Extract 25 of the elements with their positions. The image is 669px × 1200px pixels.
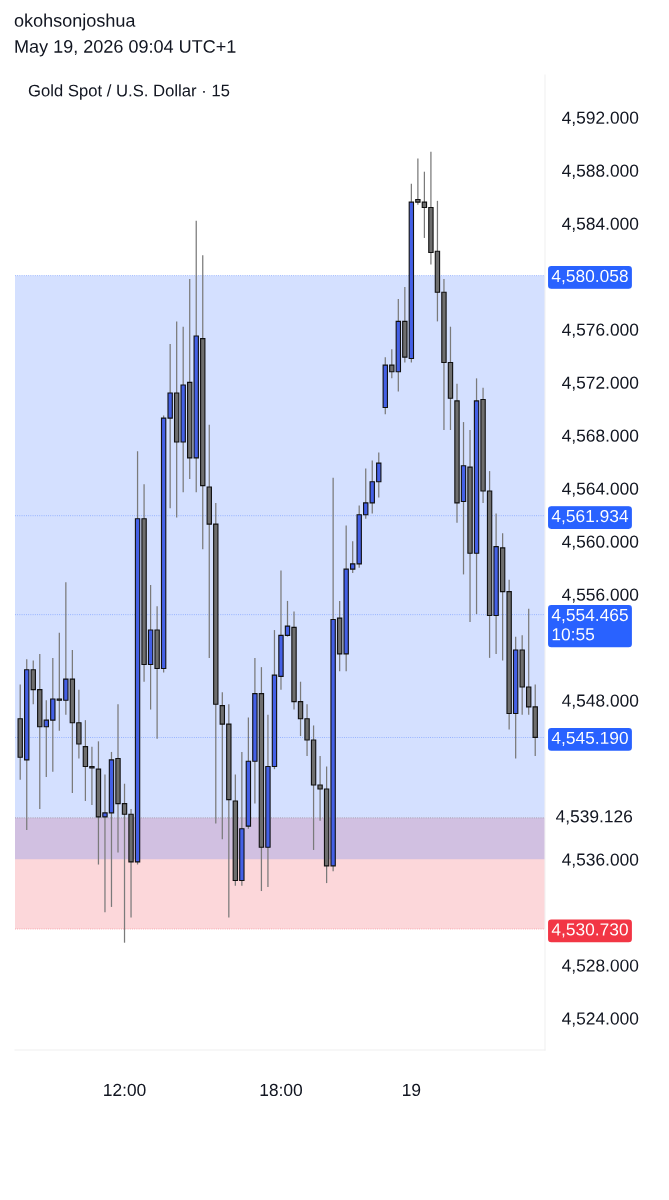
ref-line-label: 4,580.058 [551,269,628,285]
x-tick-label: 12:00 [104,1083,146,1097]
y-tick-label: 4,556.000 [562,588,639,603]
y-tick-label: 4,536.000 [562,853,639,868]
y-tick-label: 4,592.000 [562,111,639,126]
y-tick-label: 4,572.000 [562,376,639,391]
y-tick-label: 4,584.000 [562,217,639,232]
ref-line-label: 4,561.934 [551,509,629,525]
text: okohsonjoshua [14,13,136,31]
y-tick-label: 4,528.000 [562,959,639,974]
y-tick-label: 4,524.000 [562,1012,639,1027]
x-tick-label: 18:00 [260,1083,303,1097]
ref-line-label: 4,539.126 [556,810,633,825]
text: May 19, 2026 09:04 UTC+1 [15,40,236,57]
ref-line-label: 4,545.190 [551,731,628,747]
ref-line-label: 4,554.465 10:55 [551,608,628,641]
y-tick-label: 4,588.000 [562,164,639,179]
y-tick-label: 4,560.000 [562,535,639,550]
text: Gold Spot / U.S. Dollar · 15 [28,84,230,100]
y-tick-label: 4,568.000 [562,429,639,444]
y-tick-label: 4,564.000 [562,482,639,497]
ref-line-label: 4,530.730 [551,923,628,938]
x-tick-label: 19 [403,1083,421,1097]
y-tick-label: 4,548.000 [562,694,639,709]
y-tick-label: 4,576.000 [562,323,639,338]
